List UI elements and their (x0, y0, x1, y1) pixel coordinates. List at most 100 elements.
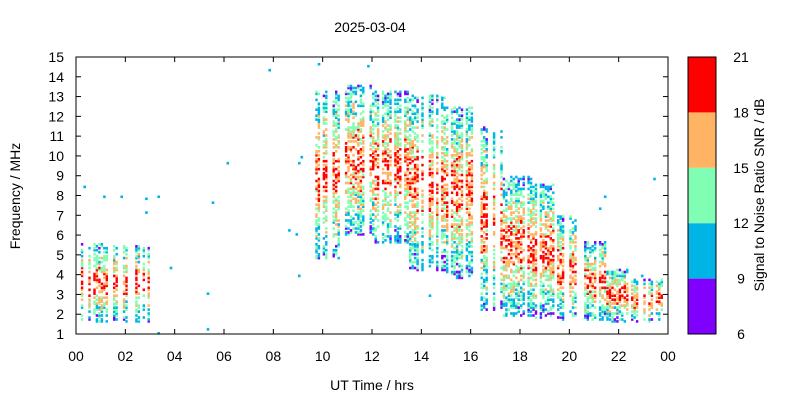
heatmap-cell (105, 258, 108, 262)
heatmap-cell (532, 296, 535, 299)
heatmap-cell (389, 126, 392, 129)
heatmap-cell (335, 177, 338, 181)
heatmap-cell (386, 171, 390, 175)
heatmap-cell (105, 256, 108, 260)
heatmap-cell (643, 282, 646, 286)
heatmap-cell (450, 144, 454, 147)
heatmap-cell (470, 266, 474, 270)
heatmap-cell (428, 108, 432, 111)
heatmap-cell (458, 152, 461, 155)
heatmap-cell (465, 112, 469, 115)
heatmap-cell (115, 318, 118, 321)
heatmap-cell (381, 124, 385, 127)
heatmap-cell (317, 185, 321, 189)
chart-title: 2025-03-04 (334, 19, 406, 35)
heatmap-cell (411, 205, 414, 208)
heatmap-cell (406, 163, 409, 167)
heatmap-cell (571, 221, 575, 224)
heatmap-cell (376, 134, 380, 137)
heatmap-cell (95, 304, 99, 307)
heatmap-cell (601, 308, 604, 311)
heatmap-cell (510, 252, 513, 256)
heatmap-cell (404, 122, 407, 125)
heatmap-cell (411, 211, 414, 214)
heatmap-cell (446, 173, 449, 177)
heatmap-cell (480, 207, 483, 210)
heatmap-cell (601, 286, 604, 290)
heatmap-cell (376, 108, 380, 111)
heatmap-cell (362, 159, 365, 163)
heatmap-cell (389, 155, 392, 159)
heatmap-cell (505, 225, 508, 228)
heatmap-cell (485, 213, 488, 216)
heatmap-cell (147, 314, 150, 317)
heatmap-cell (455, 148, 459, 151)
x-tick-label: 12 (364, 348, 380, 364)
heatmap-cell (561, 239, 565, 242)
heatmap-cell (357, 175, 360, 179)
heatmap-cell (352, 102, 355, 106)
heatmap-cell (103, 246, 106, 250)
heatmap-cell (547, 298, 550, 301)
heatmap-cell (413, 189, 417, 193)
heatmap-cell (362, 167, 365, 171)
heatmap-cell (468, 161, 471, 165)
heatmap-cell (95, 278, 99, 282)
heatmap-cell (483, 191, 486, 195)
heatmap-cell (406, 90, 409, 94)
heatmap-cell (534, 187, 538, 191)
heatmap-cell (325, 118, 328, 121)
heatmap-cell (446, 128, 449, 131)
heatmap-cell (500, 266, 503, 270)
heatmap-cell (635, 302, 639, 305)
heatmap-cell (344, 219, 348, 222)
heatmap-cell (648, 292, 651, 295)
heatmap-cell (441, 264, 444, 268)
x-tick-label: 04 (167, 348, 183, 364)
heatmap-cell (115, 312, 118, 315)
heatmap-cell (594, 248, 597, 252)
heatmap-cell (374, 92, 377, 96)
heatmap-cell (465, 197, 469, 201)
heatmap-cell (492, 286, 496, 290)
heatmap-cell (337, 114, 340, 117)
heatmap-cell (374, 104, 377, 108)
heatmap-cell (325, 254, 328, 258)
heatmap-cell (404, 219, 407, 222)
heatmap-cell (500, 169, 503, 173)
heatmap-cell (611, 270, 614, 274)
heatmap-cell (357, 205, 360, 208)
heatmap-cell (80, 286, 84, 290)
heatmap-cell (616, 290, 619, 294)
heatmap-cell (384, 203, 387, 206)
heatmap-cell (510, 219, 513, 222)
heatmap-cell (522, 187, 525, 191)
heatmap-cell (606, 304, 609, 307)
heatmap-cell (369, 104, 372, 108)
heatmap-cell (633, 288, 636, 292)
heatmap-cell (374, 94, 377, 98)
heatmap-cell (658, 300, 661, 303)
heatmap-cell (552, 246, 555, 250)
heatmap-cell (406, 201, 409, 204)
heatmap-cell (470, 260, 474, 264)
heatmap-cell (603, 241, 607, 244)
heatmap-cell (532, 314, 535, 317)
heatmap-cell (483, 306, 486, 309)
heatmap-cell (650, 304, 654, 307)
heatmap-cell (549, 219, 552, 222)
heatmap-cell (586, 316, 589, 319)
heatmap-cell (552, 227, 555, 230)
heatmap-cell (394, 211, 397, 214)
heatmap-cell (394, 197, 397, 201)
heatmap-cell (80, 272, 84, 276)
heatmap-cell (500, 288, 503, 292)
heatmap-cell (510, 260, 513, 264)
heatmap-cell (500, 211, 503, 214)
heatmap-cell (376, 161, 380, 165)
heatmap-cell (322, 110, 326, 113)
heatmap-cell (502, 193, 506, 197)
heatmap-cell (381, 167, 385, 171)
heatmap-cell (660, 308, 663, 311)
heatmap-cell (455, 165, 459, 169)
